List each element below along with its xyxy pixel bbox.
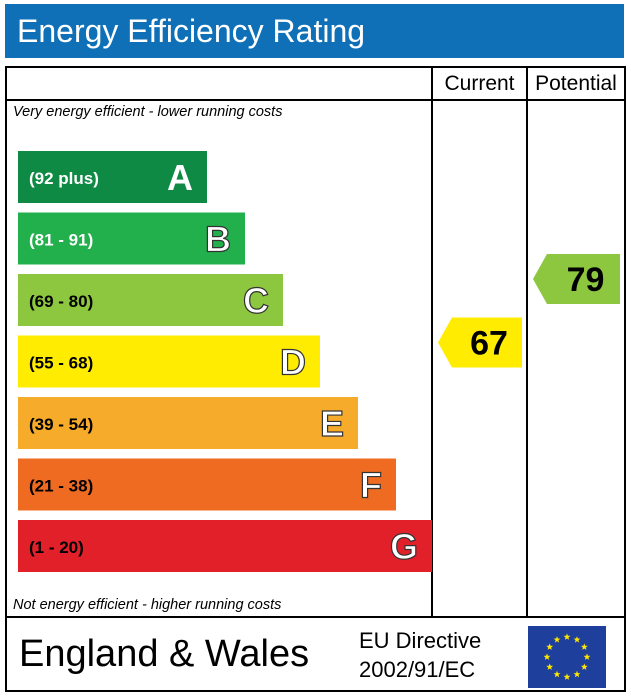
band-b (18, 212, 245, 265)
eu-flag-icon (528, 626, 606, 688)
flag-star-icon (580, 643, 588, 650)
top-note: Very energy efficient - lower running co… (13, 104, 283, 120)
flag-star-icon (583, 653, 591, 660)
band-f (18, 458, 396, 511)
potential-rating-arrow (533, 254, 620, 304)
footer-divider (7, 616, 624, 618)
flag-star-icon (553, 670, 561, 678)
band-a (18, 151, 207, 203)
band-letter-f: F (360, 465, 382, 506)
band-range-d: (55 - 68) (29, 354, 93, 373)
potential-column-divider (526, 68, 528, 618)
band-range-f: (21 - 38) (29, 477, 93, 496)
rating-chart: (92 plus) A (81 - 91) B (69 - 80) C (55 - 68) D… (18, 151, 620, 572)
flag-star-icon (553, 636, 561, 643)
header-row-divider (7, 99, 624, 101)
band-letter-g: G (390, 526, 418, 567)
band-letter-b: B (205, 219, 231, 260)
rating-panel: Current Potential Very energy efficient … (5, 66, 626, 692)
current-rating-arrow (438, 317, 522, 368)
band-letter-d: D (280, 342, 306, 383)
band-g (18, 520, 432, 572)
flag-star-icon (580, 663, 588, 670)
directive-line-2: 2002/91/EC (359, 657, 476, 682)
flag-star-icon (573, 636, 581, 643)
directive-line-1: EU Directive (359, 628, 482, 653)
header-bar: Energy Efficiency Rating (5, 4, 624, 58)
flag-star-icon (546, 663, 554, 670)
page-title: Energy Efficiency Rating (17, 13, 366, 49)
band-d (18, 335, 320, 388)
band-range-g: (1 - 20) (29, 538, 84, 557)
band-range-e: (39 - 54) (29, 415, 93, 434)
band-range-b: (81 - 91) (29, 231, 93, 250)
band-range-a: (92 plus) (29, 169, 99, 188)
flag-star-icon (543, 653, 551, 660)
band-letter-c: C (243, 280, 269, 321)
band-letter-a: A (167, 157, 193, 198)
flag-star-icon (546, 643, 554, 650)
current-column-header: Current (444, 72, 515, 95)
country-label: England & Wales (19, 633, 310, 675)
eu-directive-label: EU Directive 2002/91/EC (359, 626, 481, 684)
flag-star-icon (573, 670, 581, 678)
current-rating-value: 67 (470, 325, 508, 363)
band-c (18, 274, 283, 326)
potential-column-header: Potential (535, 72, 617, 95)
band-range-c: (69 - 80) (29, 292, 93, 311)
bottom-note: Not energy efficient - higher running co… (13, 597, 282, 613)
potential-rating-value: 79 (567, 261, 605, 299)
flag-star-icon (563, 673, 571, 680)
band-letter-e: E (320, 403, 344, 444)
band-e (18, 397, 358, 449)
flag-star-icon (563, 633, 571, 640)
current-column-divider (431, 68, 433, 618)
